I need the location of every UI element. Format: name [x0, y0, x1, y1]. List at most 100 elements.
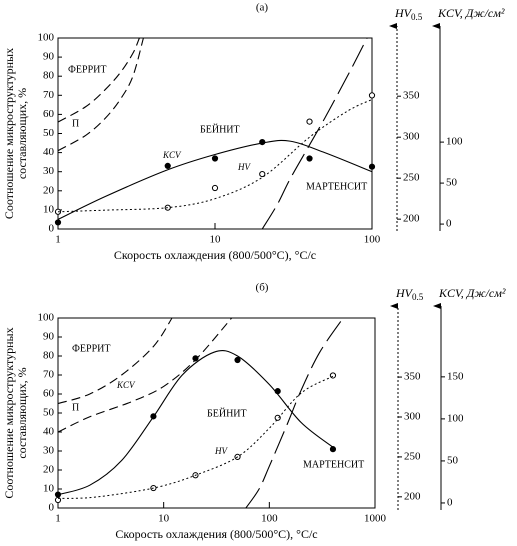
y-tick-label: 30 [43, 165, 55, 177]
y-tick-label: 80 [43, 70, 55, 82]
data-point [368, 163, 376, 170]
series-label: П [72, 402, 79, 413]
y-tick-label: 100 [38, 32, 55, 44]
data-point [274, 414, 281, 421]
y-axis-label: Соотношение микроструктурных [2, 327, 16, 498]
series-label: ФЕРРИТ [72, 343, 110, 354]
series-line [57, 317, 173, 405]
series-label: KCV [162, 150, 182, 160]
y-axis-label: Соотношение микроструктурных [2, 48, 16, 219]
y-tick-label: 100 [38, 312, 55, 324]
series-label: БЕЙНИТ [207, 407, 247, 419]
data-point [259, 139, 266, 146]
series-line [57, 350, 334, 496]
data-point [211, 184, 219, 192]
series-line [261, 37, 368, 230]
hv-axis-label-sub: 0.5 [412, 292, 424, 302]
series-label: БЕЙНИТ [200, 123, 240, 135]
series-label: KCV [116, 380, 136, 390]
hv-tick-label: 300 [403, 131, 420, 143]
hv-axis-label-sub: 0.5 [411, 12, 423, 22]
hv-tick-label: 350 [403, 90, 420, 102]
y-tick-label: 20 [43, 464, 55, 476]
data-point [259, 170, 266, 178]
kcv-axis-label-main: KCV, Дж/см² [437, 6, 505, 20]
kcv-tick-label: 100 [447, 412, 464, 424]
series-line [57, 139, 373, 220]
hv-tick-label: 250 [403, 172, 420, 184]
y-tick-label: 70 [43, 369, 55, 381]
y-tick-label: 80 [43, 350, 55, 362]
kcv-axis-label: KCV, Дж/см² [437, 6, 505, 20]
series-line [57, 317, 233, 433]
x-tick-label: 1 [55, 234, 61, 246]
data-point [234, 356, 241, 364]
data-point [368, 92, 376, 99]
series-line [57, 99, 373, 213]
hv-axis-label-main: HV [395, 286, 414, 300]
y-axis-label: составляющих, % [15, 88, 29, 179]
y-tick-label: 30 [43, 445, 55, 457]
series-line [57, 37, 144, 152]
series-line [57, 375, 334, 499]
data-point [306, 155, 313, 162]
kcv-tick-label: 0 [446, 218, 452, 230]
y-tick-label: 0 [49, 223, 55, 235]
x-tick-label: 10 [210, 234, 222, 246]
series-line [57, 37, 140, 123]
y-tick-label: 0 [49, 502, 55, 514]
kcv-tick-label: 50 [446, 177, 458, 189]
x-tick-label: 100 [261, 513, 278, 525]
series-label: МАРТЕНСИТ [306, 181, 367, 192]
y-tick-label: 90 [43, 51, 55, 63]
y-tick-label: 60 [43, 388, 55, 400]
data-point [164, 162, 171, 169]
data-point [329, 446, 337, 453]
series-label: HV [214, 446, 228, 456]
y-tick-label: 90 [43, 331, 55, 343]
y-tick-label: 10 [43, 483, 55, 495]
hv-tick-label: 250 [404, 450, 421, 462]
data-point [329, 372, 337, 379]
x-axis-label: Скорость охлаждения (800/500°C), °C/с [115, 527, 317, 541]
x-tick-label: 1000 [364, 513, 387, 525]
y-tick-label: 20 [43, 184, 55, 196]
series-label: HV [237, 162, 251, 172]
hv-tick-label: 200 [404, 490, 421, 502]
series-label: МАРТЕНСИТ [303, 459, 364, 470]
series-label: П [72, 118, 79, 129]
kcv-axis-label-main: KCV, Дж/см² [438, 286, 506, 300]
x-tick-label: 100 [364, 234, 381, 246]
hv-axis-label: HV0.5 [395, 286, 424, 302]
kcv-tick-label: 50 [447, 454, 459, 466]
y-tick-label: 40 [43, 426, 55, 438]
hv-tick-label: 350 [404, 371, 421, 383]
data-point [192, 355, 199, 362]
kcv-tick-label: 0 [447, 496, 453, 508]
series-label: ФЕРРИТ [68, 64, 106, 75]
series-line [245, 317, 344, 509]
y-tick-label: 50 [43, 127, 55, 139]
y-tick-label: 60 [43, 108, 55, 120]
hv-axis-label: HV0.5 [394, 6, 423, 22]
hv-tick-label: 200 [403, 213, 420, 225]
data-point [306, 118, 313, 125]
y-tick-label: 10 [43, 203, 55, 215]
y-tick-label: 40 [43, 146, 55, 158]
hv-tick-label: 300 [404, 411, 421, 423]
kcv-tick-label: 100 [446, 136, 463, 148]
kcv-axis-label: KCV, Дж/см² [438, 286, 506, 300]
kcv-tick-label: 150 [447, 370, 464, 382]
y-tick-label: 70 [43, 89, 55, 101]
panel-title: (а) [256, 2, 269, 14]
data-point [54, 219, 62, 226]
x-tick-label: 1 [55, 513, 61, 525]
data-point [211, 155, 219, 162]
x-tick-label: 10 [158, 513, 170, 525]
y-axis-label: составляющих, % [15, 367, 29, 458]
x-axis-label: Скорость охлаждения (800/500°C), °C/с [114, 248, 316, 262]
panel-title: (б) [256, 282, 269, 294]
y-tick-label: 50 [43, 407, 55, 419]
hv-axis-label-main: HV [394, 6, 413, 20]
